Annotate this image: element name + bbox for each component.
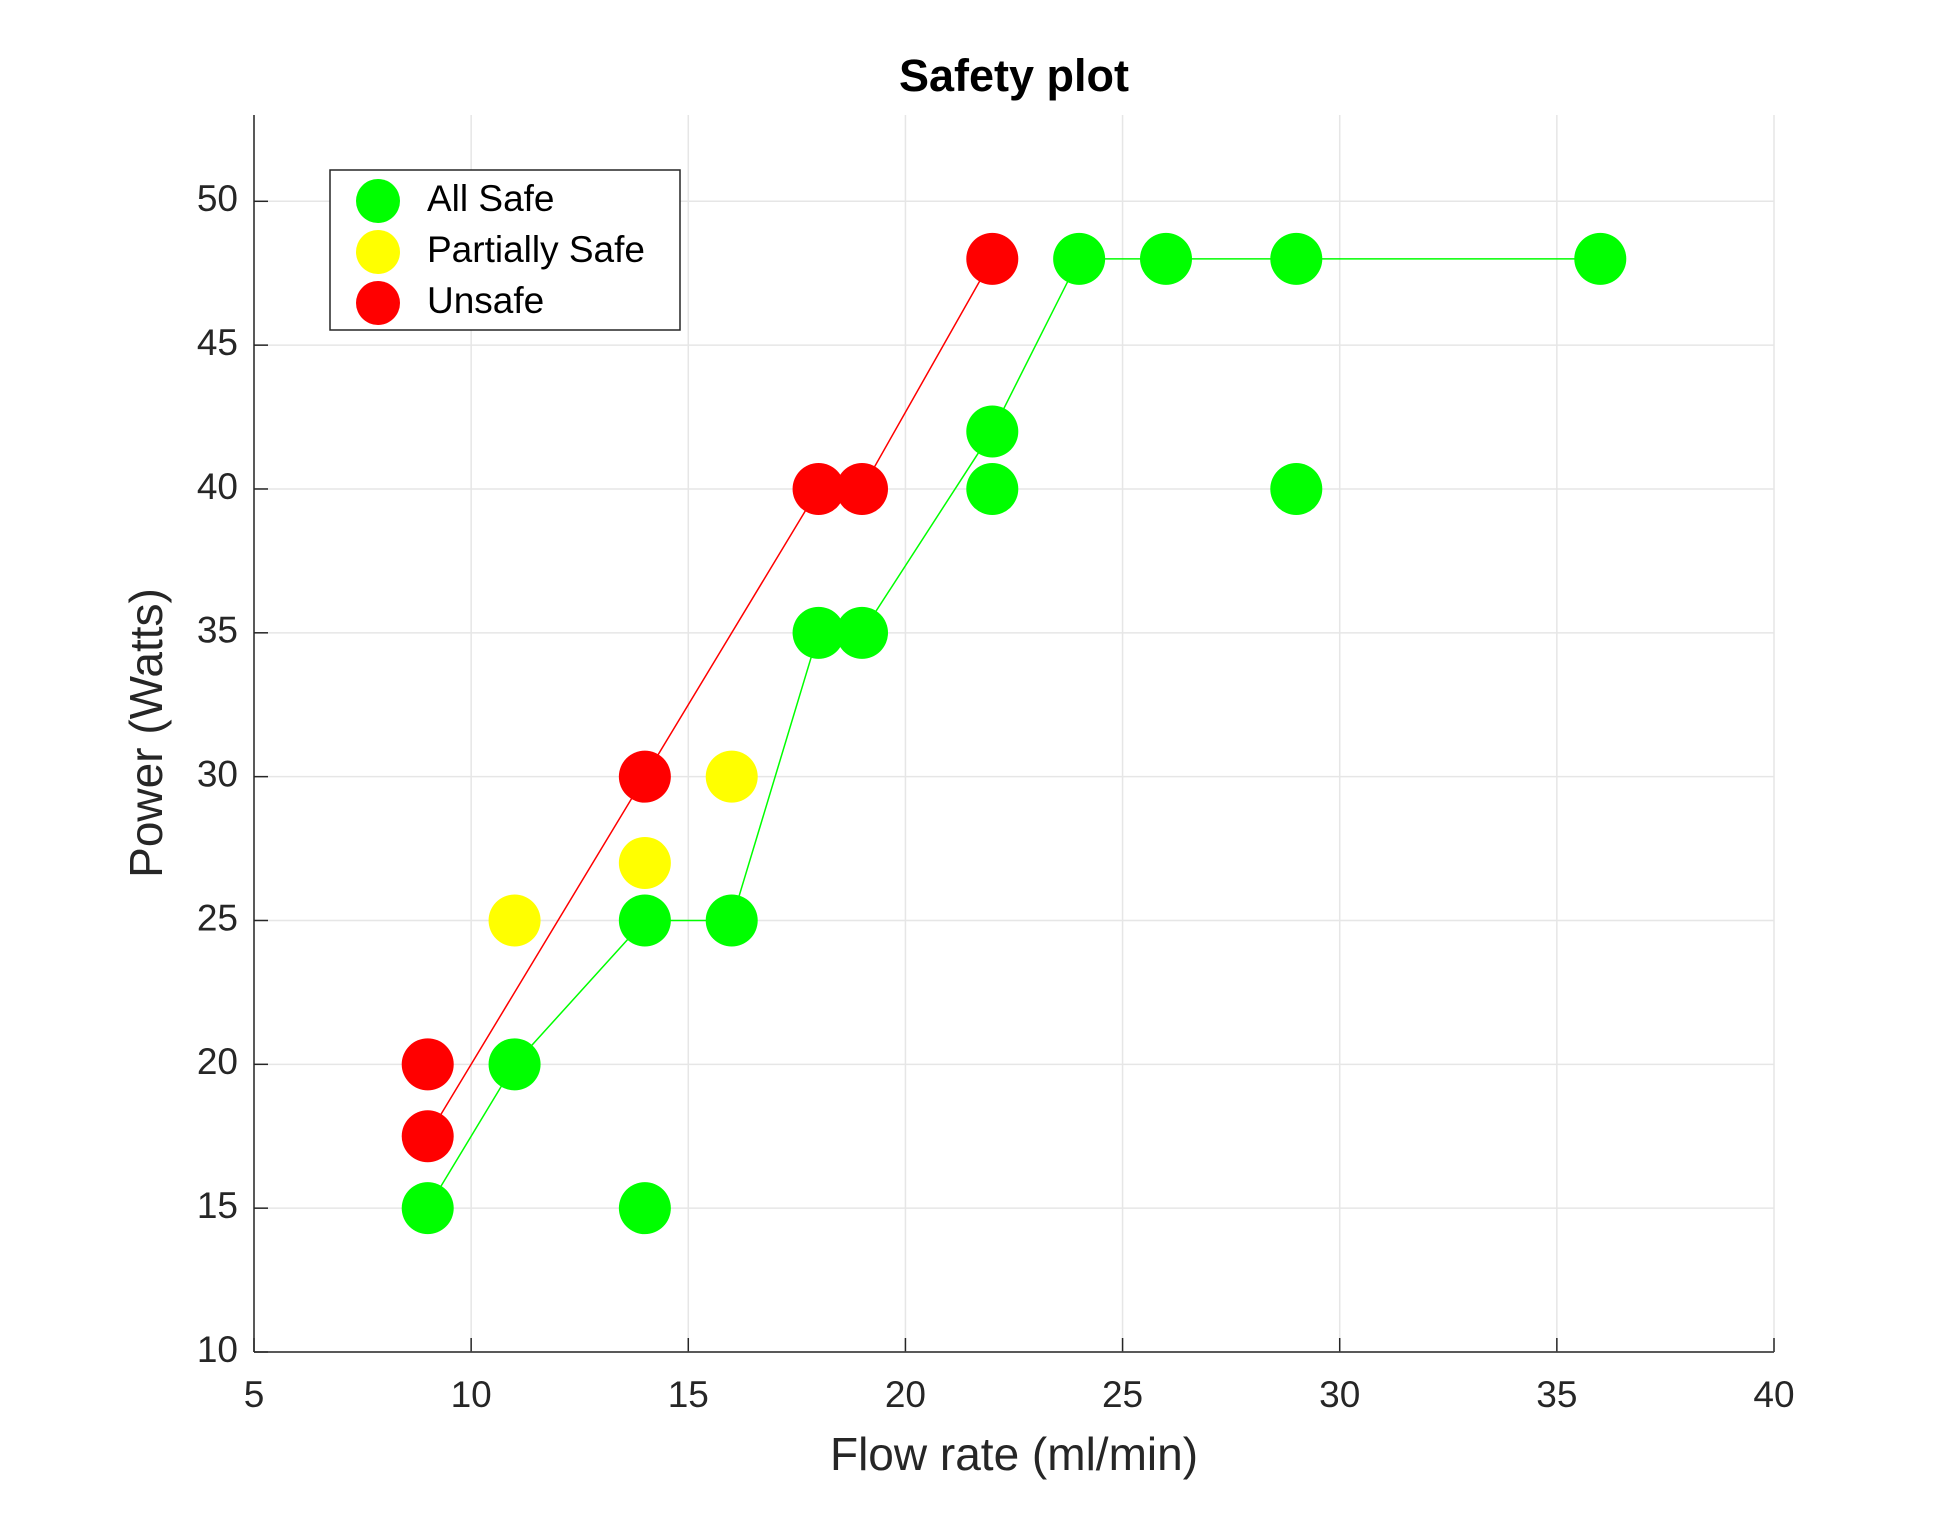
x-tick-label: 5 (244, 1374, 265, 1415)
y-tick-label: 10 (197, 1329, 238, 1370)
point (966, 462, 1019, 515)
y-tick-label: 20 (197, 1041, 238, 1082)
boundary-line (427, 258, 1601, 1209)
y-tick-label: 15 (197, 1185, 238, 1226)
x-tick-label: 10 (451, 1374, 492, 1415)
y-axis-label: Power (Watts) (120, 588, 172, 878)
point (705, 750, 758, 803)
point (1270, 232, 1323, 285)
point (618, 1182, 671, 1235)
y-tick-label: 35 (197, 610, 238, 651)
point (705, 894, 758, 947)
point (1140, 232, 1192, 285)
legend-label: Partially Safe (427, 229, 645, 270)
y-tick-label: 25 (197, 897, 238, 938)
y-tick-label: 50 (197, 178, 238, 219)
y-tick-label: 45 (197, 322, 238, 363)
legend-marker (356, 281, 400, 325)
point (836, 462, 888, 515)
x-tick-label: 40 (1753, 1374, 1794, 1415)
x-tick-label: 20 (885, 1374, 926, 1415)
point (792, 606, 845, 659)
legend-label: Unsafe (427, 280, 544, 321)
x-tick-label: 25 (1102, 1374, 1143, 1415)
legend-marker (356, 230, 400, 274)
y-tick-label: 40 (197, 466, 238, 507)
point (401, 1182, 454, 1235)
legend-label: All Safe (427, 178, 555, 219)
x-tick-label: 30 (1319, 1374, 1360, 1415)
point (966, 232, 1019, 285)
point (618, 836, 671, 889)
point (488, 1038, 541, 1091)
legend-marker (356, 179, 400, 223)
point (401, 1110, 454, 1163)
point (1270, 462, 1323, 515)
x-axis-label: Flow rate (ml/min) (830, 1428, 1198, 1480)
x-tick-label: 15 (668, 1374, 709, 1415)
point (618, 750, 671, 803)
chart-title: Safety plot (899, 50, 1129, 101)
point (401, 1038, 454, 1091)
point (1574, 232, 1627, 285)
point (488, 894, 541, 947)
point (1053, 232, 1106, 285)
boundary-line (427, 258, 993, 1137)
x-tick-label: 35 (1536, 1374, 1577, 1415)
point (966, 405, 1019, 458)
point (792, 462, 845, 515)
point (836, 606, 888, 659)
point (618, 894, 671, 947)
y-tick-label: 30 (197, 753, 238, 794)
